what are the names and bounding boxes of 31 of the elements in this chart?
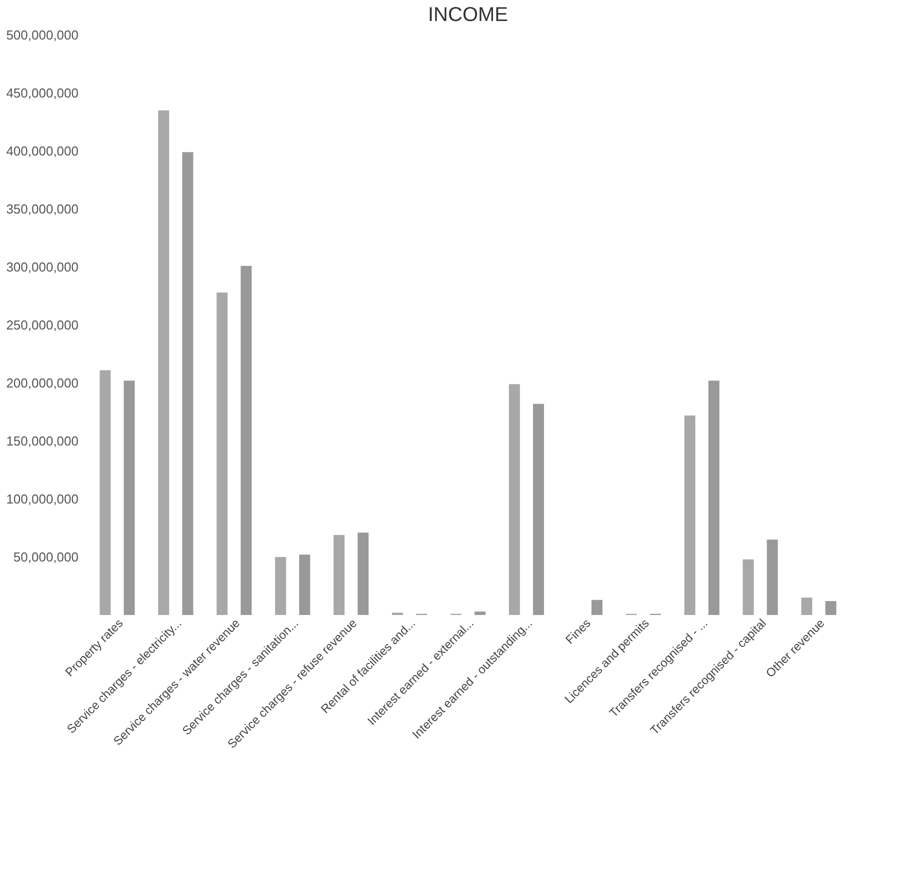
- chart-title: INCOME: [428, 4, 508, 26]
- bar: [591, 600, 602, 615]
- bar: [742, 559, 754, 615]
- y-tick-label: 100,000,000: [6, 492, 78, 506]
- bar: [474, 612, 486, 615]
- bar: [766, 540, 778, 615]
- bar: [801, 598, 812, 615]
- bar: [508, 384, 520, 615]
- y-tick-label: 300,000,000: [6, 260, 78, 274]
- y-tick-label: 150,000,000: [6, 434, 78, 448]
- y-tick-label: 250,000,000: [6, 318, 78, 332]
- y-tick-label: 200,000,000: [6, 376, 78, 390]
- bar: [100, 370, 111, 615]
- bar: [825, 601, 836, 615]
- bar: [275, 557, 286, 615]
- bar: [240, 266, 252, 615]
- bar: [358, 532, 369, 615]
- bar: [533, 404, 544, 615]
- bar: [158, 110, 170, 615]
- y-tick-label: 450,000,000: [6, 86, 78, 100]
- bar: [182, 152, 194, 615]
- bar: [708, 380, 720, 615]
- bar: [684, 415, 696, 615]
- bar: [216, 292, 228, 615]
- bar: [299, 554, 310, 615]
- bar: [334, 534, 345, 615]
- y-tick-label: 500,000,000: [6, 28, 78, 42]
- bar: [124, 380, 135, 615]
- y-tick-label: 350,000,000: [6, 202, 78, 216]
- y-tick-label: 50,000,000: [13, 550, 78, 564]
- y-tick-label: 400,000,000: [6, 144, 78, 158]
